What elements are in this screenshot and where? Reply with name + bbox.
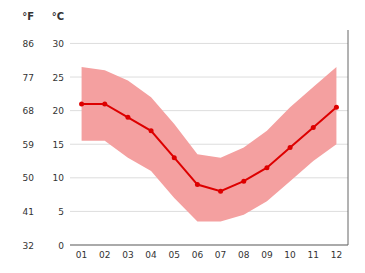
x-tick-label: 04 — [145, 250, 157, 260]
x-tick-label: 06 — [192, 250, 204, 260]
x-tick-label: 07 — [215, 250, 226, 260]
y-tick-label: 25 — [53, 73, 64, 83]
marker — [241, 179, 246, 184]
y-tick-label: 20 — [53, 106, 65, 116]
y-tick-label: 15 — [53, 140, 64, 150]
x-tick-label: 09 — [261, 250, 273, 260]
marker — [288, 145, 293, 150]
y2-axis-label: °F — [22, 11, 34, 22]
marker — [264, 165, 269, 170]
grid-line — [70, 245, 348, 246]
marker — [195, 182, 200, 187]
mean-line — [82, 104, 337, 191]
marker — [334, 105, 339, 110]
marker — [149, 128, 154, 133]
range-band — [82, 67, 337, 222]
y-axis-line — [348, 30, 349, 245]
y2-tick-label: 86 — [23, 39, 35, 49]
y-tick-label: 10 — [53, 173, 65, 183]
marker — [79, 101, 84, 106]
x-tick-label: 10 — [284, 250, 296, 260]
x-axis-line — [70, 245, 348, 246]
marker — [218, 189, 223, 194]
y-tick-label: 30 — [53, 39, 65, 49]
grid-line — [70, 43, 348, 44]
x-tick-label: 12 — [331, 250, 342, 260]
y2-tick-label: 41 — [23, 207, 34, 217]
marker — [125, 115, 130, 120]
x-tick-label: 03 — [122, 250, 133, 260]
y2-tick-label: 59 — [23, 140, 35, 150]
y-tick-label: 0 — [58, 241, 64, 251]
y2-tick-label: 68 — [23, 106, 35, 116]
plot-area — [79, 67, 339, 222]
marker — [102, 101, 107, 106]
x-tick-label: 08 — [238, 250, 250, 260]
y2-tick-label: 77 — [23, 73, 34, 83]
x-tick-label: 11 — [308, 250, 319, 260]
y2-tick-label: 32 — [23, 241, 34, 251]
chart: 0102030405060708091011120510152025303241… — [0, 0, 365, 273]
marker — [311, 125, 316, 130]
x-tick-label: 01 — [76, 250, 87, 260]
y-axis-label: °C — [52, 11, 64, 22]
x-tick-label: 05 — [169, 250, 180, 260]
x-tick-label: 02 — [99, 250, 110, 260]
y-tick-label: 5 — [58, 207, 64, 217]
y2-tick-label: 50 — [23, 173, 35, 183]
marker — [172, 155, 177, 160]
